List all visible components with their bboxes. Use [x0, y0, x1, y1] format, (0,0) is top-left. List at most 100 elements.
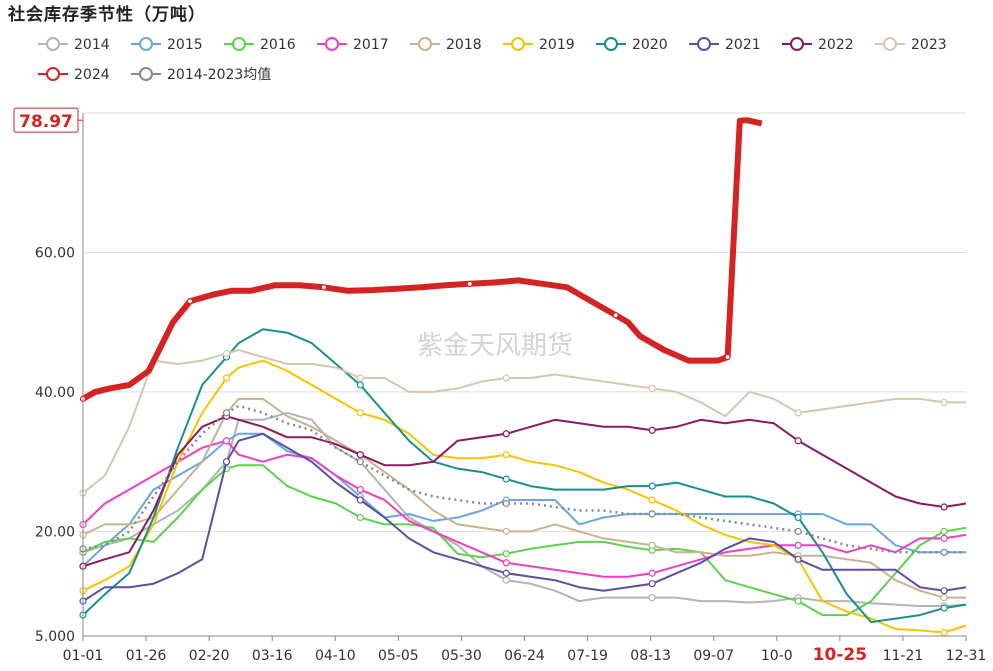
x-tick-label: 02-20: [189, 648, 230, 664]
x-tick-label: 09-07: [693, 648, 734, 664]
y-tick-label: 40.00: [35, 385, 75, 401]
series-point: [222, 374, 231, 382]
legend-marker: [418, 37, 432, 51]
watermark: 紫金天风期货: [417, 331, 573, 361]
series-point: [356, 451, 364, 459]
series-line-2015: [82, 432, 966, 568]
series-point: [356, 374, 364, 382]
x-tick-label: 01-26: [126, 648, 167, 664]
series-point: [222, 409, 231, 417]
legend-marker: [325, 37, 339, 51]
x-tick-label: 04-10: [315, 648, 356, 664]
series-point: [940, 503, 948, 511]
legend-label: 2021: [725, 37, 761, 53]
series-point: [356, 496, 364, 504]
series-point: [940, 587, 948, 595]
series-point: [648, 496, 656, 504]
series-point: [502, 430, 510, 438]
x-tick-label: 01-01: [63, 648, 104, 664]
series-point: [940, 628, 948, 637]
legend-marker: [604, 37, 618, 51]
series-point: [940, 594, 948, 602]
x-tick-label: 11-21: [883, 648, 924, 664]
series-point: [940, 398, 948, 406]
series-point: [648, 594, 656, 602]
x-tick-label: 05-30: [441, 648, 482, 664]
legend-marker: [139, 67, 153, 81]
series-point: [502, 499, 510, 508]
legend-marker: [697, 37, 711, 51]
legend-label: 2017: [353, 37, 389, 53]
series-point: [648, 541, 656, 549]
legend-marker: [511, 37, 525, 51]
max-label: 78.97: [19, 112, 73, 132]
series-point: [794, 437, 802, 445]
series-point: [502, 451, 510, 459]
series-point: [502, 475, 510, 483]
series-line-2016: [82, 464, 967, 617]
chart-title: 社会库存季节性（万吨）: [8, 5, 206, 25]
series-line-2021: [82, 432, 967, 602]
series-line-2014-2023均值: [82, 404, 966, 554]
legend-label: 2014-2023均值: [167, 67, 271, 83]
series-point: [502, 374, 510, 382]
series-point: [502, 527, 510, 536]
legend-label: 2022: [818, 37, 854, 53]
series-point: [648, 426, 656, 434]
series-line-2024: [81, 117, 763, 402]
series-point: [502, 569, 510, 577]
series-point: [648, 569, 656, 577]
series-point: [356, 409, 364, 417]
series-point: [222, 437, 231, 445]
x-tick-label: 10-25: [813, 645, 867, 665]
series-point: [794, 555, 802, 563]
legend-marker: [46, 67, 60, 81]
series-point: [222, 349, 231, 358]
x-tick-label: 12-31: [946, 648, 987, 664]
y-tick-label: 5.000: [35, 629, 75, 645]
series-point: [724, 353, 731, 361]
legend-label: 2016: [260, 37, 296, 53]
legend-label: 2020: [632, 37, 668, 53]
series-point: [794, 597, 802, 605]
series-point: [940, 548, 948, 556]
series-point: [794, 541, 802, 549]
series-point: [356, 381, 364, 389]
legend: 2014 2015 2016 2017 2018 2019 2020 2021 2022 2023…: [38, 37, 947, 83]
series-point: [648, 580, 656, 588]
series-point: [356, 458, 364, 466]
x-tick-label: 07-19: [567, 648, 608, 664]
series-point: [320, 284, 327, 291]
legend-marker: [790, 37, 804, 51]
series-point: [502, 576, 510, 584]
series-point: [794, 409, 802, 417]
series-point: [794, 513, 802, 522]
legend-marker: [232, 37, 246, 51]
series-point: [356, 513, 364, 522]
legend-marker: [139, 37, 153, 51]
series-point: [356, 485, 364, 494]
series-point: [466, 280, 473, 287]
series-point: [648, 384, 656, 393]
x-tick-label: 03-16: [252, 648, 293, 664]
x-tick-label: 06-24: [504, 648, 545, 664]
series-line-2019: [82, 359, 967, 634]
legend-label: 2023: [911, 37, 947, 53]
legend-label: 2015: [167, 37, 203, 53]
series-point: [648, 482, 656, 490]
series-point: [502, 559, 510, 567]
legend-marker: [883, 37, 897, 51]
y-tick-label: 20.00: [35, 524, 75, 540]
series-point: [186, 298, 194, 305]
legend-label: 2024: [74, 67, 110, 83]
axes: 5.000 20.00 40.00 60.00 01-01 01-26 02-20 03-16…: [13, 107, 987, 665]
series-point: [612, 312, 619, 319]
x-tick-label: 08-13: [630, 648, 671, 664]
legend-label: 2019: [539, 37, 575, 53]
series-point: [940, 604, 948, 612]
legend-label: 2014: [74, 37, 110, 53]
x-tick-label: 05-05: [378, 648, 419, 664]
x-tick-label: 10-0: [761, 648, 793, 664]
series-point: [940, 527, 948, 536]
